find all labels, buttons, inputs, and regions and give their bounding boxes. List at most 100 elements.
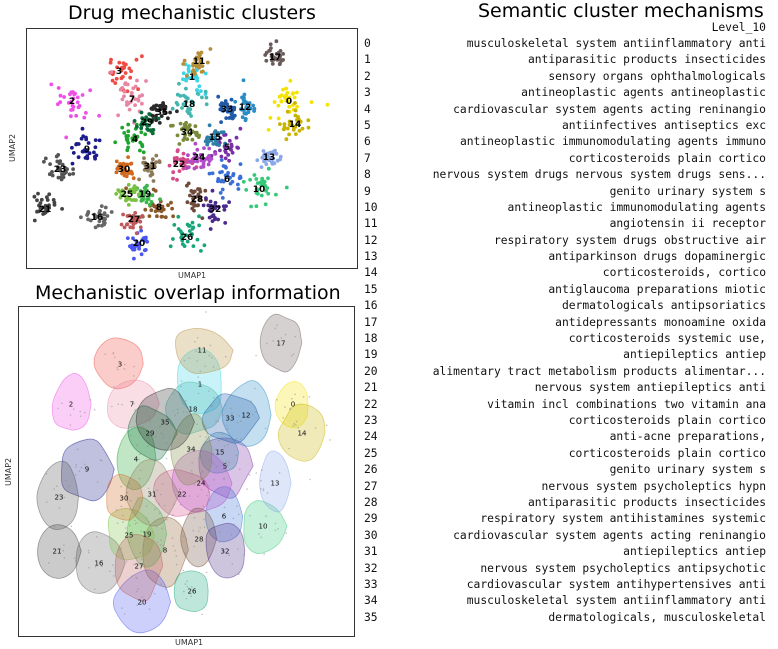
data-point [140, 190, 144, 195]
data-point [140, 558, 143, 561]
row-mechanism: dermatologicals antipsoriatics [561, 299, 766, 313]
data-point [136, 444, 138, 446]
data-point [43, 209, 48, 214]
data-point [222, 461, 224, 463]
data-point [160, 583, 162, 585]
data-point [199, 455, 202, 458]
data-point [193, 449, 195, 452]
data-point [182, 535, 185, 538]
data-point [133, 402, 135, 405]
row-index: 16 [364, 299, 378, 313]
data-point [32, 218, 37, 223]
data-point [137, 497, 139, 499]
overlap-xlabel: UMAP1 [175, 638, 204, 647]
data-point [71, 167, 75, 172]
data-point [126, 122, 131, 127]
data-point [301, 434, 303, 436]
data-point [279, 99, 284, 104]
data-point [63, 544, 65, 547]
cluster-label: 2 [69, 97, 75, 107]
data-point [61, 402, 63, 404]
data-point [140, 54, 144, 59]
cluster-15-points [203, 123, 228, 147]
data-point [196, 423, 198, 425]
data-point [146, 168, 150, 173]
data-point [177, 169, 182, 174]
data-point [115, 509, 118, 511]
data-point [128, 519, 131, 522]
data-point [209, 459, 211, 461]
data-point [266, 176, 270, 181]
data-point [281, 87, 285, 92]
data-point [201, 69, 205, 74]
row-mechanism: nervous system psycholeptics hypn [541, 479, 766, 493]
data-point [125, 236, 130, 241]
data-point [232, 107, 237, 112]
data-point [56, 485, 58, 487]
data-point [262, 488, 265, 490]
row-index: 13 [364, 250, 378, 264]
data-point [219, 120, 224, 124]
data-point [195, 350, 197, 353]
table-row: 17 antidepressants monoamine oxida [362, 315, 772, 331]
data-point [128, 483, 130, 485]
data-point [128, 481, 130, 484]
row-index: 9 [364, 184, 371, 198]
table-body: 0 musculoskeletal system antiinflammatory… [362, 36, 772, 626]
data-point [157, 121, 162, 125]
data-point [62, 549, 65, 552]
data-point [263, 53, 268, 57]
data-point [154, 508, 156, 510]
data-point [180, 106, 184, 110]
data-point [209, 138, 214, 143]
data-point [123, 368, 126, 370]
data-point [228, 181, 233, 186]
data-point [229, 142, 234, 147]
cluster-label: 32 [221, 548, 230, 556]
cluster-label: 35 [156, 108, 169, 118]
data-point [150, 161, 154, 166]
data-point [174, 549, 176, 552]
cluster-35-points [149, 101, 179, 125]
data-point [186, 580, 188, 582]
data-point [158, 197, 162, 202]
data-point [175, 178, 179, 182]
data-point [121, 554, 124, 557]
data-point [101, 219, 106, 224]
data-point [203, 526, 206, 529]
row-mechanism: cardiovascular system agents acting reni… [453, 102, 766, 116]
data-point [142, 237, 147, 242]
data-point [137, 588, 139, 590]
data-point [158, 512, 161, 515]
data-point [254, 191, 259, 195]
data-point [225, 105, 230, 110]
cluster-label: 1 [189, 73, 195, 83]
row-mechanism: dermatologicals, musculoskeletal [548, 610, 766, 624]
cluster-23-points [42, 153, 76, 182]
data-point [39, 197, 44, 202]
data-point [138, 477, 141, 480]
data-point [258, 180, 263, 185]
data-point [139, 252, 144, 257]
data-point [49, 82, 54, 87]
data-point [216, 217, 221, 222]
data-point [219, 158, 224, 162]
cluster-label: 0 [291, 401, 295, 409]
table-row: 35 dermatologicals, musculoskeletal [362, 610, 772, 626]
data-point [204, 196, 208, 201]
data-point [187, 125, 191, 129]
data-point [181, 62, 186, 66]
data-point [82, 115, 87, 120]
data-point [177, 446, 180, 448]
data-point [190, 206, 195, 211]
data-point [67, 172, 72, 177]
table-row: 15 antiglaucoma preparations miotic [362, 282, 772, 298]
data-point [195, 88, 199, 93]
cluster-label: 24 [193, 153, 206, 163]
data-point [158, 107, 163, 111]
data-point [199, 89, 203, 93]
data-point [138, 148, 142, 153]
data-point [124, 363, 126, 366]
data-point [75, 100, 80, 105]
data-point [84, 149, 89, 153]
